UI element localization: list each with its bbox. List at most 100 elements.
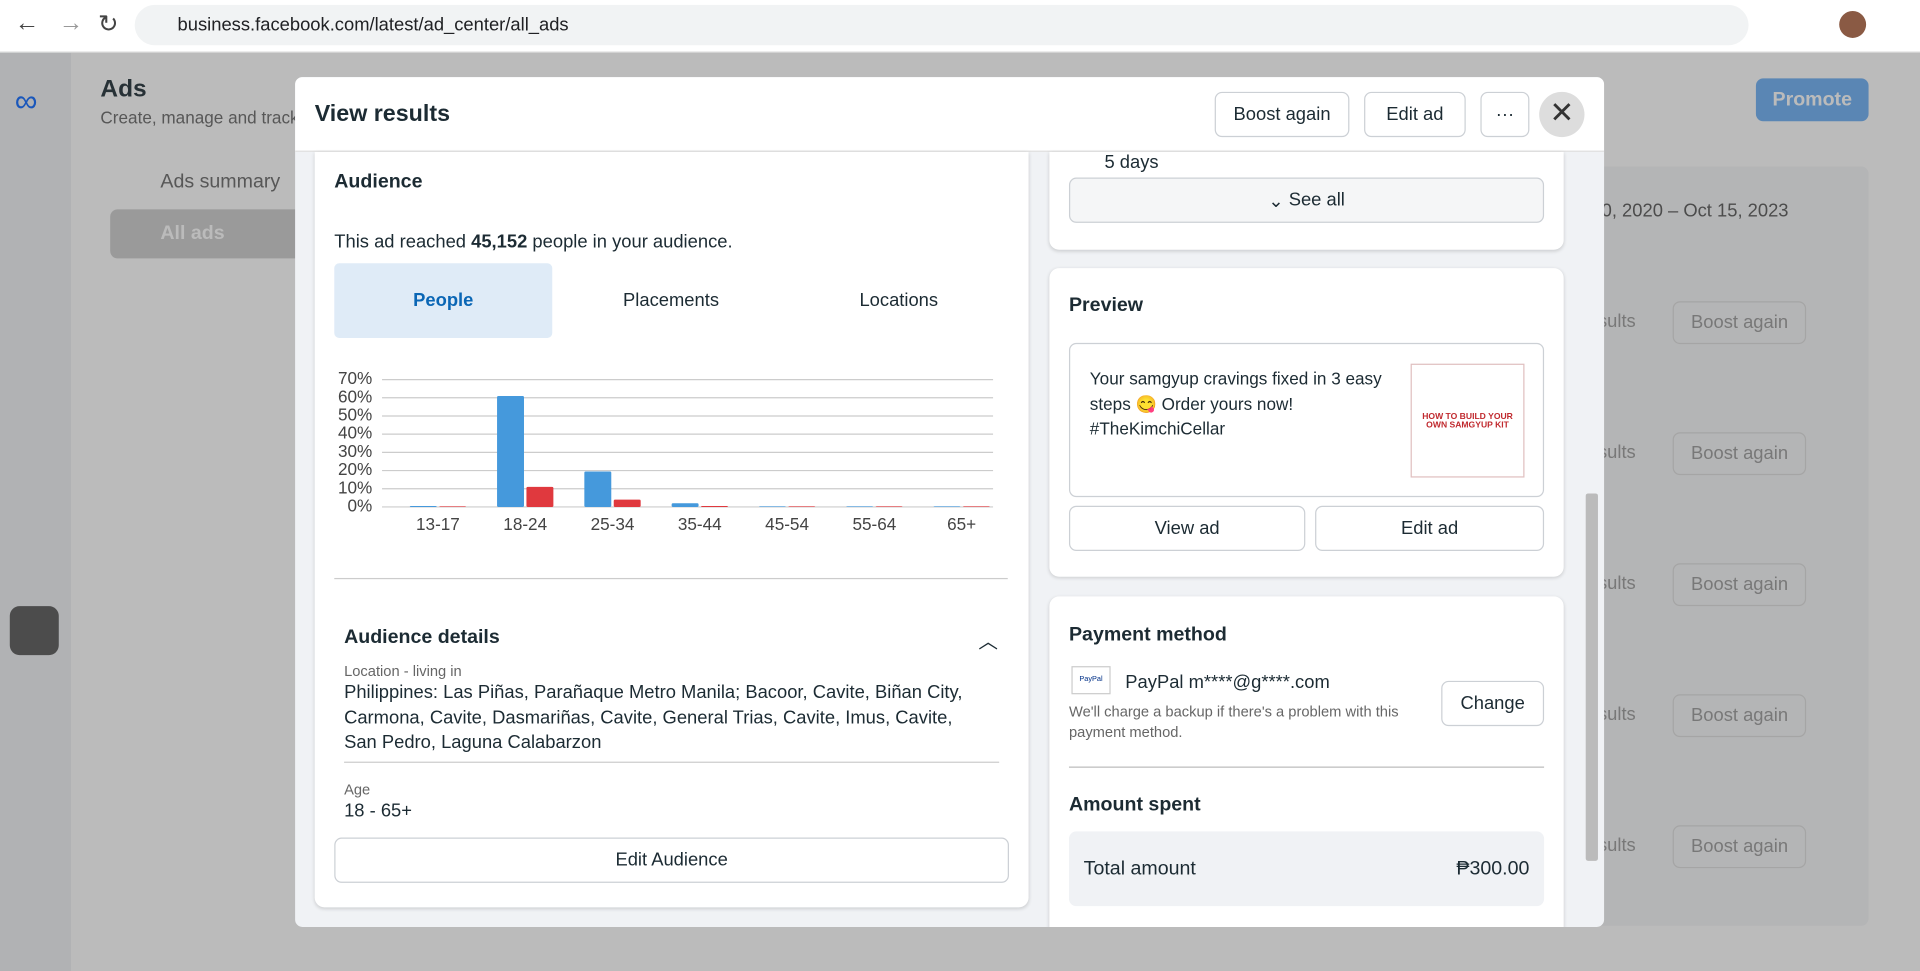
tab[interactable]: Locations bbox=[859, 290, 939, 312]
audience-card: Audience This ad reached 45,152 people i… bbox=[314, 151, 1029, 908]
nav-active[interactable]: All ads bbox=[110, 209, 307, 259]
row-button[interactable]: Boost again bbox=[1672, 825, 1807, 869]
row-text: sults bbox=[1597, 442, 1636, 463]
divider bbox=[1068, 766, 1545, 768]
bar bbox=[846, 506, 874, 507]
change-button[interactable]: Change bbox=[1441, 680, 1545, 727]
bar bbox=[497, 395, 524, 507]
bar bbox=[962, 506, 990, 507]
close-button[interactable]: ✕ bbox=[1539, 91, 1585, 138]
nav-item[interactable]: Ads summary bbox=[160, 171, 281, 193]
edit-button[interactable]: Edit ad bbox=[1364, 91, 1466, 138]
ads-icon[interactable] bbox=[9, 606, 59, 656]
edit-ad-button[interactable]: Edit ad bbox=[1315, 505, 1545, 552]
ad-image: HOW TO BUILD YOUR OWN SAMGYUP KIT bbox=[1410, 363, 1525, 478]
bar bbox=[526, 486, 554, 507]
profile[interactable] bbox=[1839, 11, 1867, 38]
y-tick-label: 0% bbox=[347, 495, 372, 515]
bar bbox=[409, 506, 437, 507]
y-tick-label: 10% bbox=[338, 477, 372, 497]
row-button[interactable]: Boost again bbox=[1672, 301, 1807, 345]
bar bbox=[758, 506, 786, 507]
modal-title: View results bbox=[314, 101, 451, 128]
section-heading: Preview bbox=[1068, 295, 1144, 316]
reach-count: 45,152 bbox=[471, 231, 528, 253]
label: Location - living in bbox=[344, 662, 462, 680]
collapse-icon[interactable]: ︿ bbox=[978, 631, 998, 653]
divider bbox=[334, 577, 1008, 580]
tab[interactable]: Placements bbox=[623, 290, 720, 312]
row-button[interactable]: Boost again bbox=[1672, 432, 1807, 476]
modal-header: View results Boost again Edit ad ··· ✕ bbox=[295, 77, 1605, 152]
chevron: ⌄ bbox=[1268, 190, 1289, 212]
paypal-icon: PayPal bbox=[1071, 666, 1111, 695]
bar bbox=[875, 506, 903, 507]
section-heading: Payment method bbox=[1068, 624, 1227, 646]
bar bbox=[613, 499, 641, 507]
note: We'll charge a backup if there's a probl… bbox=[1068, 702, 1399, 741]
bar bbox=[788, 506, 816, 507]
edit-audience-button[interactable]: Edit Audience bbox=[334, 837, 1009, 883]
url: business.facebook.com/latest/ad_center/a… bbox=[177, 14, 569, 36]
sidebar: ∞ bbox=[0, 52, 72, 971]
browser-toolbar: ← → ↻ business.facebook.com/latest/ad_ce… bbox=[0, 0, 1920, 53]
promote-button[interactable]: Promote bbox=[1755, 78, 1869, 122]
meta-logo: ∞ bbox=[14, 82, 38, 119]
ad-preview: Your samgyup cravings fixed in 3 easy st… bbox=[1068, 342, 1545, 498]
total-box: Total amount ₱300.00 bbox=[1068, 831, 1545, 907]
schedule-card: 5 days ⌄ See all bbox=[1049, 151, 1564, 250]
page-subtitle: Create, manage and track bbox=[100, 107, 299, 128]
text: This ad reached bbox=[334, 231, 467, 253]
preview-card: Preview Your samgyup cravings fixed in 3… bbox=[1049, 268, 1564, 577]
y-tick-label: 50% bbox=[338, 405, 372, 425]
section-heading: Audience details bbox=[344, 626, 500, 648]
label: Age bbox=[344, 781, 371, 799]
modal: View results Boost again Edit ad ··· ✕ A… bbox=[295, 77, 1605, 927]
bar bbox=[701, 506, 728, 507]
boost-button[interactable]: Boost again bbox=[1214, 91, 1350, 138]
ads-table: 0, 2020 – Oct 15, 2023 bbox=[1591, 166, 1869, 926]
row-button[interactable]: Boost again bbox=[1672, 563, 1807, 607]
y-tick-label: 40% bbox=[338, 423, 372, 443]
section-heading: Audience bbox=[334, 171, 423, 193]
bar bbox=[439, 506, 467, 507]
y-tick-label: 20% bbox=[338, 459, 372, 479]
tab-active[interactable]: People bbox=[334, 263, 553, 338]
text: people in your audience. bbox=[532, 231, 733, 253]
total-value: ₱300.00 bbox=[1456, 858, 1530, 880]
date-range[interactable]: 0, 2020 – Oct 15, 2023 bbox=[1601, 200, 1789, 222]
age-gender-chart: 0%10%20%30%40%50%60%70% 13-17 18-24 25-34 35… bbox=[338, 368, 994, 534]
forward[interactable]: → bbox=[58, 9, 84, 37]
label: See all bbox=[1288, 189, 1345, 211]
row-text: sults bbox=[1597, 835, 1636, 856]
age: 18 - 65+ bbox=[344, 800, 413, 822]
view-ad-button[interactable]: View ad bbox=[1068, 505, 1306, 552]
x-tick-label: 18-24 bbox=[503, 514, 547, 534]
x-tick-label: 25-34 bbox=[591, 514, 635, 534]
x-tick-label: 35-44 bbox=[678, 514, 722, 534]
account: PayPal m****@g****.com bbox=[1125, 672, 1330, 694]
row-button[interactable]: Boost again bbox=[1672, 694, 1807, 738]
see-all-button[interactable]: ⌄ See all bbox=[1068, 177, 1545, 223]
address-bar[interactable]: business.facebook.com/latest/ad_center/a… bbox=[134, 4, 1749, 46]
ad-text: Your samgyup cravings fixed in 3 easy st… bbox=[1089, 368, 1382, 439]
section-heading: Amount spent bbox=[1068, 794, 1201, 816]
page-title: Ads bbox=[100, 75, 147, 103]
bar bbox=[584, 471, 612, 507]
y-tick-label: 30% bbox=[338, 441, 372, 461]
reload[interactable]: ↻ bbox=[97, 11, 119, 38]
y-tick-label: 60% bbox=[338, 386, 372, 406]
more-button[interactable]: ··· bbox=[1480, 91, 1530, 138]
divider bbox=[344, 761, 1000, 763]
y-tick-label: 70% bbox=[338, 368, 372, 388]
row-text: sults bbox=[1597, 311, 1636, 332]
payment-card: Payment method PayPal PayPal m****@g****… bbox=[1049, 596, 1564, 927]
total-label: Total amount bbox=[1083, 858, 1196, 880]
back[interactable]: ← bbox=[14, 9, 40, 37]
x-tick-label: 45-54 bbox=[765, 514, 809, 534]
scrollbar[interactable] bbox=[1585, 493, 1598, 861]
bar bbox=[933, 506, 961, 507]
x-tick-label: 13-17 bbox=[416, 514, 460, 534]
row-text: sults bbox=[1597, 704, 1636, 725]
